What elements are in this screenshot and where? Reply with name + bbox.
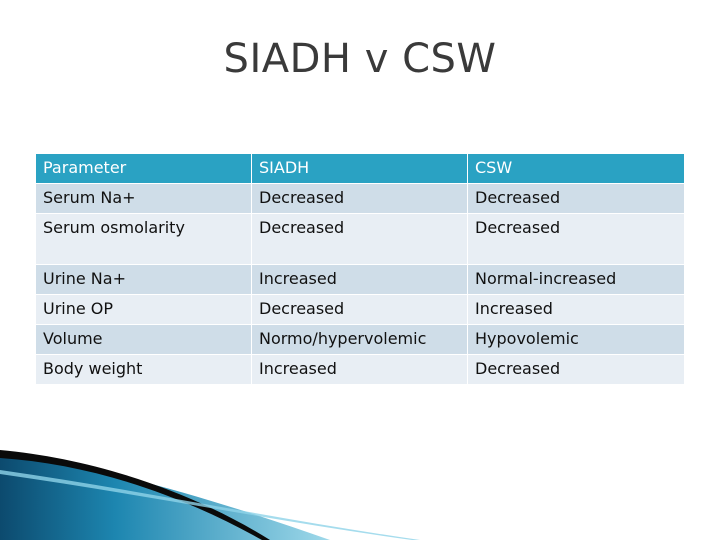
table-row: Serum osmolarity Decreased Decreased: [36, 214, 684, 265]
table-header-row: Parameter SIADH CSW: [36, 154, 684, 184]
header-cell-siadh: SIADH: [252, 154, 468, 184]
table-row: Volume Normo/hypervolemic Hypovolemic: [36, 325, 684, 355]
swoosh-dark-stripe: [0, 450, 270, 540]
csw-cell: Normal-increased: [468, 265, 684, 295]
siadh-cell: Increased: [252, 355, 468, 385]
table-row: Serum Na+ Decreased Decreased: [36, 184, 684, 214]
parameter-cell: Serum Na+: [36, 184, 252, 214]
csw-cell: Decreased: [468, 214, 684, 265]
parameter-cell: Body weight: [36, 355, 252, 385]
parameter-cell: Volume: [36, 325, 252, 355]
table-row: Urine OP Decreased Increased: [36, 295, 684, 325]
siadh-cell: Decreased: [252, 184, 468, 214]
swoosh-blue-band: [0, 452, 330, 540]
comparison-table: Parameter SIADH CSW Serum Na+ Decreased …: [36, 154, 684, 385]
siadh-cell: Decreased: [252, 214, 468, 265]
csw-cell: Decreased: [468, 184, 684, 214]
parameter-cell: Urine OP: [36, 295, 252, 325]
header-cell-csw: CSW: [468, 154, 684, 184]
table-row: Urine Na+ Increased Normal-increased: [36, 265, 684, 295]
csw-cell: Increased: [468, 295, 684, 325]
header-cell-parameter: Parameter: [36, 154, 252, 184]
csw-cell: Decreased: [468, 355, 684, 385]
swoosh-light-line: [0, 470, 420, 540]
siadh-cell: Decreased: [252, 295, 468, 325]
csw-cell: Hypovolemic: [468, 325, 684, 355]
parameter-cell: Serum osmolarity: [36, 214, 252, 265]
siadh-cell: Normo/hypervolemic: [252, 325, 468, 355]
parameter-cell: Urine Na+: [36, 265, 252, 295]
table-row: Body weight Increased Decreased: [36, 355, 684, 385]
slide-title: SIADH v CSW: [223, 36, 497, 82]
siadh-cell: Increased: [252, 265, 468, 295]
